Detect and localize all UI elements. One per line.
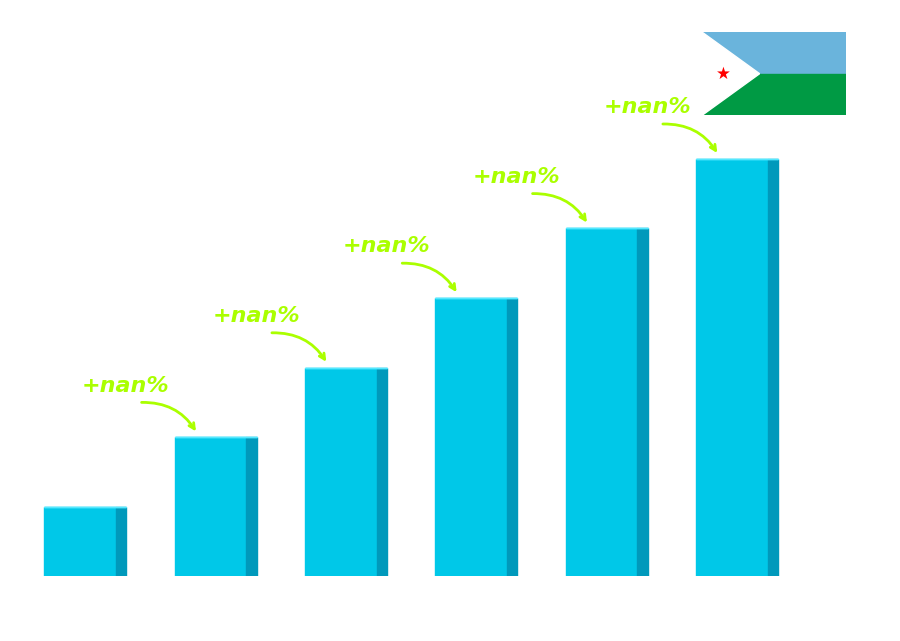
Bar: [702, 74, 846, 115]
Text: ★: ★: [716, 65, 731, 83]
Text: +nan%: +nan%: [472, 167, 561, 187]
Text: Salary Comparison By Experience: Salary Comparison By Experience: [22, 13, 756, 51]
Bar: [702, 32, 846, 74]
Text: 0 DJF: 0 DJF: [575, 205, 628, 223]
Text: 0 DJF: 0 DJF: [184, 413, 237, 432]
Bar: [175, 437, 247, 576]
Text: +nan%: +nan%: [212, 306, 300, 326]
Bar: [436, 298, 507, 576]
Polygon shape: [637, 228, 648, 576]
Text: Average Monthly Salary: Average Monthly Salary: [857, 238, 871, 403]
Text: +nan%: +nan%: [603, 97, 691, 117]
Text: salaryexplorer.com: salaryexplorer.com: [364, 614, 536, 632]
Polygon shape: [768, 159, 778, 576]
Bar: [305, 368, 376, 576]
Polygon shape: [376, 368, 387, 576]
Text: 0 DJF: 0 DJF: [445, 274, 498, 292]
Polygon shape: [247, 437, 256, 576]
Polygon shape: [702, 32, 760, 115]
Text: +nan%: +nan%: [343, 237, 430, 256]
Polygon shape: [507, 298, 517, 576]
Text: +nan%: +nan%: [82, 376, 169, 395]
Text: 0 DJF: 0 DJF: [314, 344, 367, 362]
Text: salary: salary: [419, 614, 481, 632]
Polygon shape: [116, 507, 126, 576]
Bar: [44, 507, 116, 576]
Text: 0 DJF: 0 DJF: [54, 483, 106, 501]
Text: Discharge Coordinator: Discharge Coordinator: [22, 65, 302, 89]
Bar: [565, 228, 637, 576]
Text: 0 DJF: 0 DJF: [706, 135, 758, 153]
Bar: [696, 159, 768, 576]
